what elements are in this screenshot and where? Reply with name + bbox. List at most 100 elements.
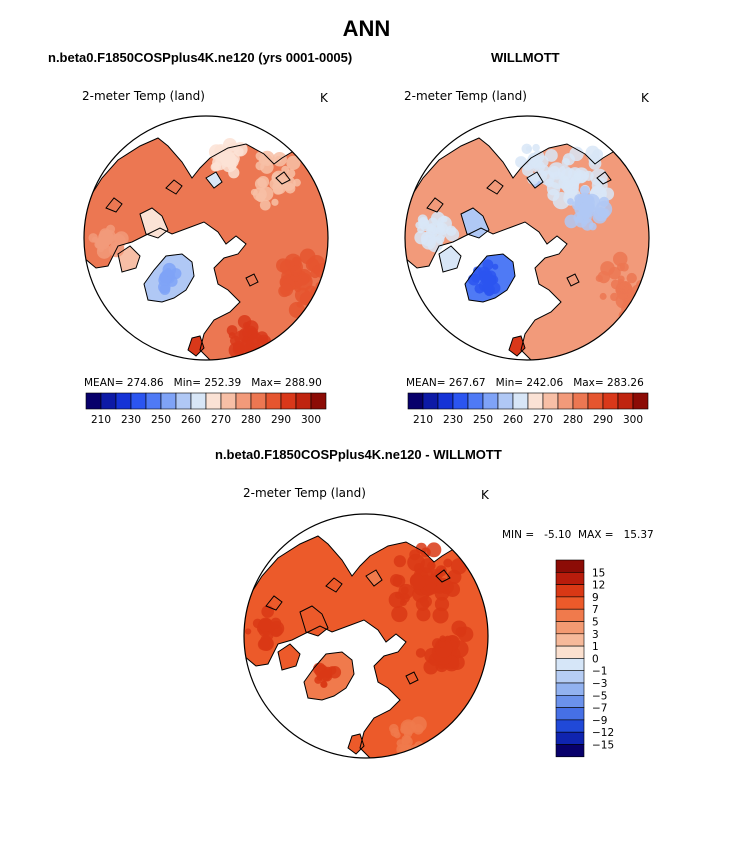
- coastline-island: [105, 197, 123, 213]
- colorbar-swatch: [555, 744, 585, 758]
- colorbar-swatch: [467, 392, 484, 410]
- colorbar-tick-label: 300: [623, 414, 643, 426]
- coastline: [460, 207, 490, 239]
- land-baffin: [439, 246, 461, 272]
- panel1-title: n.beta0.F1850COSPplus4K.ne120 (yrs 0001-…: [48, 50, 353, 65]
- shade-cell: [415, 648, 426, 658]
- colorbar-swatch: [85, 392, 102, 410]
- coastline: [205, 171, 223, 189]
- shade-cell: [270, 617, 282, 629]
- colorbar-tick-label: 3: [592, 629, 599, 641]
- shade-cell: [417, 226, 425, 234]
- colorbar-tick-label: 210: [91, 414, 111, 426]
- shade-cell: [162, 262, 177, 277]
- shade-cell: [599, 196, 610, 207]
- shade-cell: [249, 332, 263, 346]
- colorbar-tick-label: 250: [473, 414, 493, 426]
- colorbar-swatch: [265, 392, 282, 410]
- colorbar-tick-label: 7: [592, 604, 599, 616]
- colorbar-swatch: [542, 392, 559, 410]
- colorbar-swatch: [422, 392, 439, 410]
- shade-cell: [234, 147, 244, 157]
- colorbar-tick-label: 15: [592, 567, 605, 579]
- shade-cell: [244, 628, 252, 635]
- shade-cell: [259, 199, 271, 211]
- colorbar-swatch: [452, 392, 469, 410]
- colorbar-tick-label: 230: [121, 414, 141, 426]
- colorbar-swatch: [555, 584, 585, 598]
- shade-cell: [296, 301, 303, 308]
- shade-cell: [521, 143, 532, 155]
- colorbar-tick-label: −1: [592, 666, 607, 678]
- shade-cell: [410, 574, 426, 591]
- panel3-units: K: [481, 488, 489, 502]
- colorbar-swatch: [555, 670, 585, 684]
- colorbar-tick-label: −3: [592, 678, 607, 690]
- map-land-group: [84, 137, 328, 360]
- shade-cell: [258, 617, 273, 632]
- land-baffin: [278, 644, 300, 670]
- shade-cell: [281, 165, 290, 174]
- colorbar-swatch: [130, 392, 147, 410]
- panel1-mean-label: MEAN=: [84, 377, 124, 389]
- colorbar-swatch: [310, 392, 327, 410]
- colorbar-tick-label: −12: [592, 727, 614, 739]
- shade-cell: [280, 283, 294, 297]
- shade-cell: [558, 176, 572, 190]
- coastline: [299, 605, 329, 637]
- shade-cell: [260, 337, 269, 346]
- colorbar-tick-label: −7: [592, 703, 607, 715]
- shade-cell: [393, 555, 406, 568]
- colorbar-tick-label: 0: [592, 653, 599, 665]
- colorbar-tick-label: 270: [211, 414, 231, 426]
- colorbar-tick-label: 270: [533, 414, 553, 426]
- coastline: [405, 137, 649, 360]
- colorbar-tick-label: 5: [592, 617, 599, 629]
- coastline: [464, 253, 516, 303]
- shade-cell: [471, 273, 481, 283]
- page-title: ANN: [342, 16, 391, 41]
- colorbar-swatch: [555, 571, 585, 585]
- shade-cell: [451, 620, 467, 636]
- panel2-max-label: Max=: [573, 377, 604, 389]
- shade-cell: [261, 154, 273, 165]
- colorbar-tick-label: 9: [592, 592, 599, 604]
- shade-cell: [390, 727, 400, 737]
- shade-cell: [438, 640, 446, 648]
- colorbar-swatch: [250, 392, 267, 410]
- panel3-variable: 2-meter Temp (land): [243, 486, 366, 500]
- shade-cell: [474, 283, 485, 294]
- panel3-max-label: MAX =: [578, 529, 614, 541]
- colorbar-swatch: [555, 731, 585, 745]
- coastline-island: [325, 577, 343, 593]
- shade-cell: [626, 272, 637, 284]
- coastline-island: [566, 273, 580, 287]
- colorbar-tick-label: 280: [241, 414, 261, 426]
- colorbar-tick-label: 230: [443, 414, 463, 426]
- shade-cell: [564, 214, 579, 229]
- colorbar-swatch: [555, 608, 585, 622]
- shade-cell: [445, 225, 457, 237]
- colorbar-swatch: [555, 633, 585, 647]
- map-land-group: [244, 535, 488, 758]
- colorbar-swatch: [295, 392, 312, 410]
- shade-cell: [418, 216, 429, 227]
- colorbar-swatch: [497, 392, 514, 410]
- colorbar-swatch: [512, 392, 529, 410]
- panel3-title: n.beta0.F1850COSPplus4K.ne120 - WILLMOTT: [215, 447, 502, 462]
- shade-cell: [391, 605, 408, 623]
- shade-cell: [271, 198, 279, 206]
- shade-cell: [323, 284, 328, 293]
- coastline-island: [245, 273, 259, 287]
- colorbar-swatch: [482, 392, 499, 410]
- coastline-island: [435, 569, 451, 583]
- colorbar-tick-label: 1: [592, 641, 599, 653]
- colorbar-swatch: [175, 392, 192, 410]
- panel2-max: 283.26: [607, 377, 644, 389]
- map-land: [84, 137, 328, 360]
- shade-cell: [612, 251, 628, 267]
- shade-cell: [271, 170, 287, 186]
- shade-cell: [515, 156, 527, 168]
- panel2-title: WILLMOTT: [491, 50, 560, 65]
